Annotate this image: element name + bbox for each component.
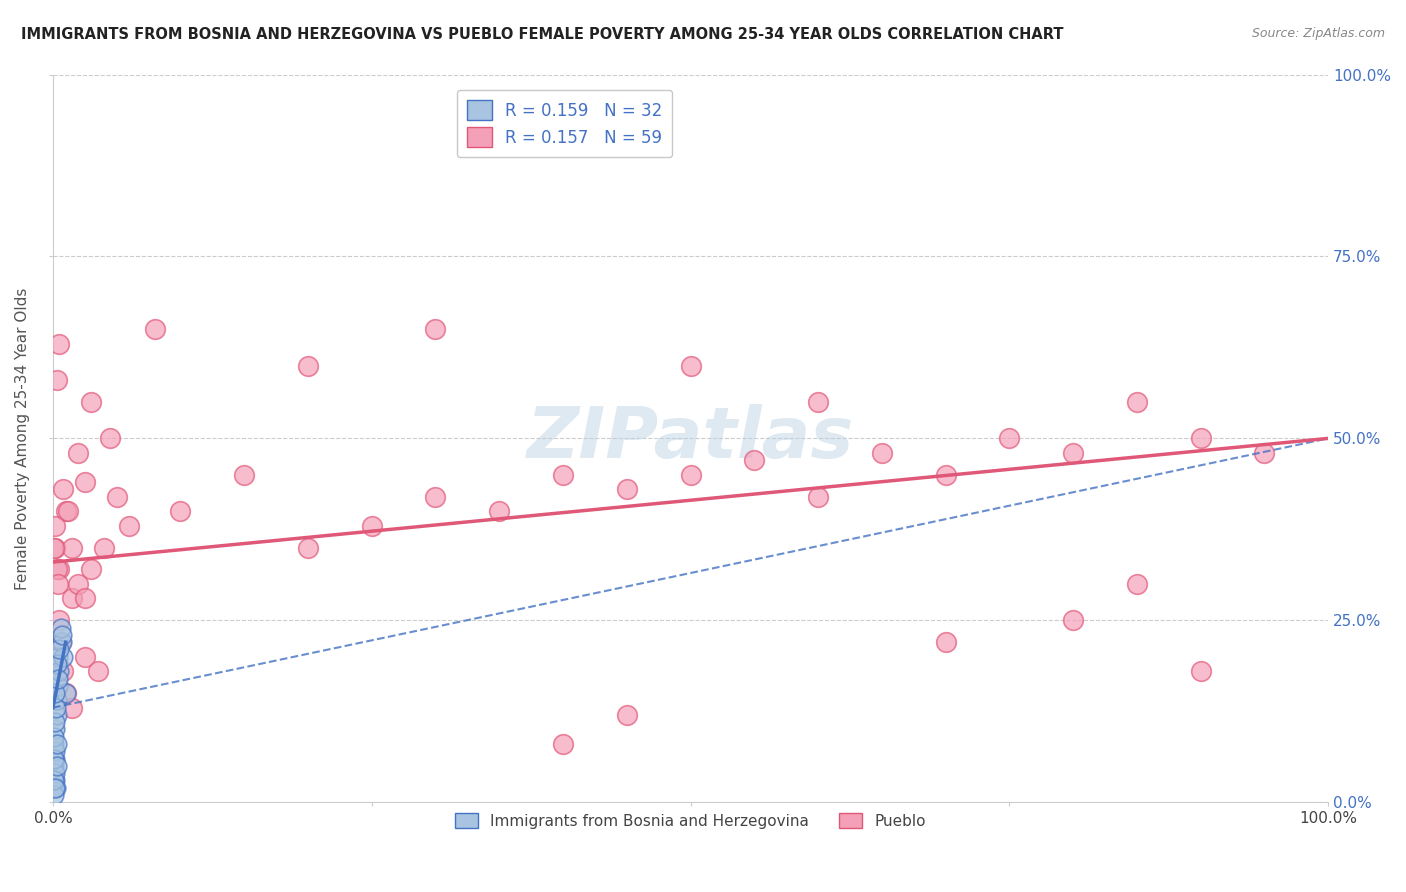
Point [44, 541, 66, 555]
Point [46, 672, 69, 686]
Point [73, 591, 96, 606]
Point [48, 336, 70, 351]
Point [45, 693, 67, 707]
Point [45, 780, 67, 795]
Point [44, 723, 66, 737]
Point [998, 431, 1021, 445]
Point [44, 773, 66, 788]
Text: ZIPatlas: ZIPatlas [527, 404, 855, 473]
Point [55, 504, 77, 518]
Point [45, 700, 67, 714]
Point [45, 707, 67, 722]
Point [46, 577, 69, 591]
Point [169, 504, 191, 518]
Point [44, 737, 66, 751]
Point [935, 467, 957, 482]
Point [44, 730, 66, 744]
Point [44, 744, 66, 758]
Point [425, 322, 447, 336]
Point [1062, 446, 1084, 460]
Point [46, 679, 69, 693]
Point [52, 483, 75, 497]
Point [1189, 431, 1212, 445]
Text: Source: ZipAtlas.com: Source: ZipAtlas.com [1251, 27, 1385, 40]
Point [51, 628, 73, 642]
Point [48, 613, 70, 627]
Point [42, 788, 65, 802]
Point [297, 359, 319, 373]
Point [67, 577, 90, 591]
Point [551, 467, 574, 482]
Point [1126, 577, 1149, 591]
Point [233, 467, 256, 482]
Point [60, 541, 83, 555]
Point [98, 431, 121, 445]
Point [488, 504, 510, 518]
Point [679, 359, 702, 373]
Point [49, 635, 72, 649]
Point [143, 322, 166, 336]
Point [42, 780, 65, 795]
Point [49, 621, 72, 635]
Point [67, 446, 90, 460]
Text: IMMIGRANTS FROM BOSNIA AND HERZEGOVINA VS PUEBLO FEMALE POVERTY AMONG 25-34 YEAR: IMMIGRANTS FROM BOSNIA AND HERZEGOVINA V… [21, 27, 1063, 42]
Point [935, 635, 957, 649]
Point [45, 562, 67, 576]
Point [1253, 446, 1275, 460]
Point [616, 707, 638, 722]
Point [118, 518, 141, 533]
Point [44, 759, 66, 773]
Point [679, 467, 702, 482]
Point [44, 518, 66, 533]
Point [742, 453, 765, 467]
Point [44, 686, 66, 700]
Point [52, 665, 75, 679]
Point [52, 649, 75, 664]
Point [80, 562, 103, 576]
Point [55, 686, 77, 700]
Point [60, 591, 83, 606]
Point [44, 751, 66, 765]
Point [42, 773, 65, 788]
Point [86, 665, 108, 679]
Point [297, 541, 319, 555]
Point [45, 759, 67, 773]
Point [1189, 665, 1212, 679]
Point [807, 490, 830, 504]
Point [73, 475, 96, 489]
Point [80, 395, 103, 409]
Point [105, 490, 128, 504]
Point [425, 490, 447, 504]
Point [44, 780, 66, 795]
Point [48, 665, 70, 679]
Point [616, 483, 638, 497]
Point [55, 686, 77, 700]
Point [46, 649, 69, 664]
Point [93, 541, 115, 555]
Point [1062, 613, 1084, 627]
Point [551, 737, 574, 751]
Point [807, 395, 830, 409]
Point [44, 541, 66, 555]
Point [360, 518, 382, 533]
Point [60, 700, 83, 714]
Legend: Immigrants from Bosnia and Herzegovina, Pueblo: Immigrants from Bosnia and Herzegovina, … [449, 806, 932, 835]
Point [1126, 395, 1149, 409]
Point [45, 373, 67, 387]
Point [48, 642, 70, 657]
Y-axis label: Female Poverty Among 25-34 Year Olds: Female Poverty Among 25-34 Year Olds [15, 287, 30, 590]
Point [42, 751, 65, 765]
Point [44, 715, 66, 730]
Point [48, 562, 70, 576]
Point [870, 446, 893, 460]
Point [73, 649, 96, 664]
Point [45, 657, 67, 671]
Point [46, 737, 69, 751]
Point [58, 504, 80, 518]
Point [51, 635, 73, 649]
Point [44, 766, 66, 780]
